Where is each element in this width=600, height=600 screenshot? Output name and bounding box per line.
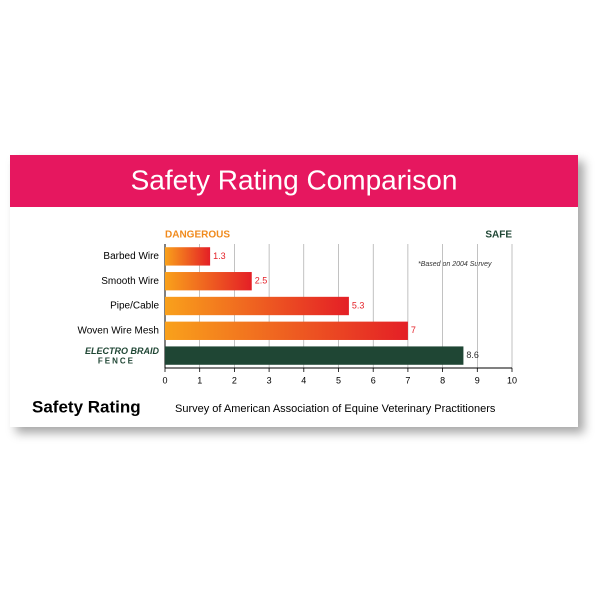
x-tick-label: 3: [267, 375, 272, 385]
footer-title: Safety Rating: [32, 397, 141, 416]
value-label: 2.5: [255, 276, 268, 286]
x-tick-label: 4: [301, 375, 306, 385]
x-tick-label: 1: [197, 375, 202, 385]
chart-title: Safety Rating Comparison: [131, 164, 458, 195]
note: *Based on 2004 Survey: [418, 261, 492, 268]
bar: [165, 321, 408, 340]
x-tick-label: 2: [232, 375, 237, 385]
x-tick-label: 6: [371, 375, 376, 385]
value-label: 5.3: [352, 300, 365, 310]
value-label: 7: [411, 325, 416, 335]
value-label: 8.6: [466, 350, 479, 360]
bar: [165, 346, 464, 365]
bar: [165, 272, 252, 291]
left-label: DANGEROUS: [165, 230, 230, 241]
x-tick-label: 7: [405, 375, 410, 385]
logo-text: FENCE: [98, 357, 135, 366]
y-tick-label: Barbed Wire: [103, 251, 159, 262]
footer-text: Survey of American Association of Equine…: [175, 403, 496, 415]
y-tick-label: Pipe/Cable: [110, 301, 159, 312]
y-tick-label: Woven Wire Mesh: [77, 325, 159, 336]
x-tick-label: 5: [336, 375, 341, 385]
x-tick-label: 10: [507, 375, 517, 385]
y-tick-label: Smooth Wire: [101, 276, 159, 287]
bar: [165, 247, 211, 266]
x-tick-label: 8: [440, 375, 445, 385]
header-band: [10, 155, 578, 207]
x-tick-label: 0: [162, 375, 167, 385]
bar: [165, 296, 349, 316]
value-label: 1.3: [213, 251, 226, 261]
logo-text: ELECTRO BRAID: [85, 346, 160, 356]
right-label: SAFE: [485, 230, 512, 241]
x-tick-label: 9: [475, 375, 480, 385]
